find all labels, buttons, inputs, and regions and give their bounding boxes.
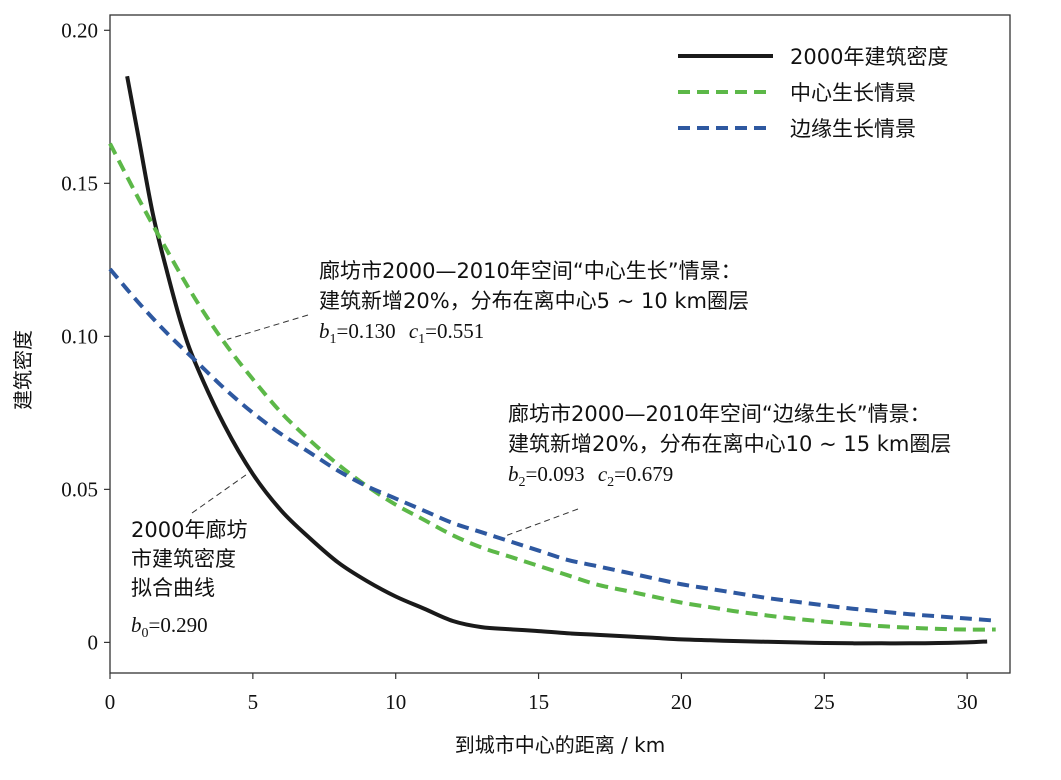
annotation-text-fit2000: 2000年廊坊 (131, 518, 247, 542)
annotation-text-edge: 廊坊市2000—2010年空间“边缘生长”情景： (508, 402, 931, 426)
series-line-1 (125, 75, 988, 646)
annotation-leader-center (226, 314, 309, 340)
x-axis-label: 到城市中心的距离 / km (455, 733, 666, 757)
y-tick-label: 0.20 (61, 18, 98, 42)
annotation-leader-fit2000 (191, 473, 248, 514)
legend-label: 中心生长情景 (790, 81, 916, 105)
annotation-leader-edge (506, 508, 579, 536)
annotation-text-center: 建筑新增20%，分布在离中心5 ~ 10 km圈层 (319, 289, 749, 313)
y-axis-ticks: 0 0.05 0.10 0.15 0.20 (61, 18, 110, 654)
y-tick-label: 0.05 (61, 477, 98, 501)
annotation-text-edge: 建筑新增20%，分布在离中心10 ~ 15 km圈层 (508, 432, 951, 456)
plot-frame (109, 14, 1011, 674)
annotation-text-center: 廊坊市2000—2010年空间“中心生长”情景： (319, 259, 742, 283)
x-tick-label: 10 (385, 690, 406, 714)
annotation-text-fit2000: 拟合曲线 (131, 576, 215, 600)
x-tick-label: 15 (528, 690, 549, 714)
annotation-params-fit2000: b0=0.290 (131, 613, 208, 641)
series-layer (108, 75, 996, 646)
series-line-3 (108, 267, 996, 623)
x-tick-label: 30 (957, 690, 978, 714)
x-tick-label: 25 (814, 690, 835, 714)
y-tick-label: 0.10 (61, 324, 98, 348)
legend-label: 2000年建筑密度 (790, 45, 948, 69)
x-axis-ticks: 0 5 10 15 20 25 30 (105, 673, 978, 714)
annotation-params-edge: b2=0.093 c2=0.679 (508, 462, 673, 490)
x-tick-label: 20 (671, 690, 692, 714)
annotation-text-fit2000: 市建筑密度 (131, 547, 236, 571)
y-tick-label: 0 (88, 630, 99, 654)
y-axis-label: 建筑密度 (11, 330, 35, 410)
x-tick-label: 5 (248, 690, 259, 714)
x-tick-label: 0 (105, 690, 116, 714)
annotation-layer: 廊坊市2000—2010年空间“中心生长”情景： 建筑新增20%，分布在离中心5 … (131, 259, 951, 641)
series-line-2 (108, 142, 996, 632)
legend-label: 边缘生长情景 (790, 117, 916, 141)
y-tick-label: 0.15 (61, 171, 98, 195)
annotation-params-center: b1=0.130 c1=0.551 (319, 319, 484, 347)
